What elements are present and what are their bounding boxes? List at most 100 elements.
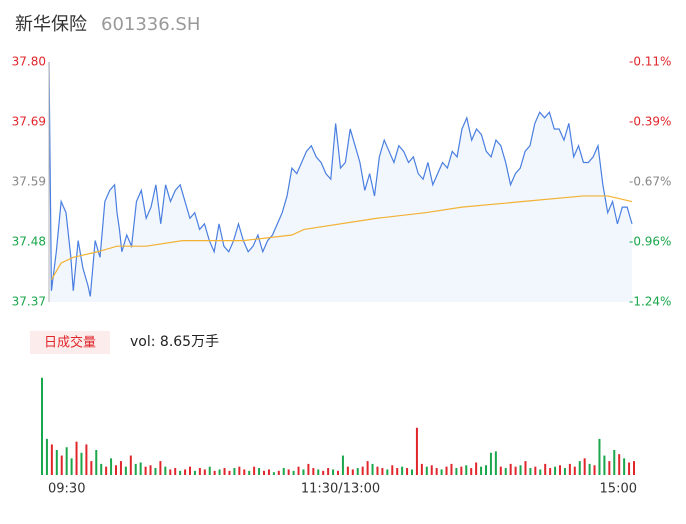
y2-tick-label: -0.67%: [629, 175, 671, 189]
volume-bar: [361, 466, 364, 475]
volume-bar: [327, 468, 330, 475]
volume-bar: [110, 458, 113, 475]
x-tick-label: 09:30: [48, 482, 85, 497]
volume-bar: [184, 469, 187, 475]
volume-bar: [174, 468, 177, 475]
stock-code: 601336.SH: [101, 14, 200, 35]
volume-bar: [139, 462, 142, 475]
volume-bar: [608, 461, 611, 475]
volume-bar: [376, 466, 379, 475]
volume-bar: [366, 461, 369, 475]
volume-bar: [258, 468, 261, 475]
volume-bar: [588, 463, 591, 475]
volume-bar: [519, 465, 522, 475]
volume-bar: [238, 466, 241, 475]
volume-bar: [598, 438, 601, 475]
volume-bar: [80, 452, 83, 475]
volume-bar: [465, 465, 468, 475]
volume-bar: [480, 466, 483, 475]
volume-bar: [613, 450, 616, 475]
volume-bar: [401, 466, 404, 475]
volume-bar: [578, 461, 581, 475]
average-line: [50, 195, 633, 280]
volume-bar: [455, 468, 458, 475]
volume-bar: [45, 438, 48, 475]
volume-bar: [485, 465, 487, 475]
volume-bar: [341, 455, 344, 475]
volume-bar: [164, 466, 167, 475]
volume-bar: [149, 465, 152, 475]
volume-bar: [55, 450, 58, 475]
volume-bar: [633, 461, 635, 475]
volume-bar: [287, 469, 290, 475]
volume-bar: [129, 455, 132, 475]
volume-bar: [105, 466, 108, 475]
volume-bar: [233, 468, 236, 475]
volume-bar: [386, 469, 389, 475]
volume-label: 日成交量: [44, 335, 96, 351]
volume-bar: [539, 469, 542, 475]
volume-bar: [75, 441, 78, 475]
volume-bar: [346, 466, 349, 475]
volume-bar: [554, 466, 557, 475]
stock-name: 新华保险: [15, 14, 87, 35]
volume-bar: [450, 463, 453, 475]
volume-bar: [460, 466, 463, 475]
volume-bar: [494, 451, 497, 475]
volume-bar: [95, 450, 98, 475]
volume-bar: [292, 470, 295, 475]
volume-bar: [420, 463, 423, 475]
volume-bar: [272, 472, 275, 475]
volume-bar: [603, 455, 606, 475]
volume-bar: [134, 463, 137, 475]
volume-bar: [391, 465, 394, 475]
volume-label-box: [30, 331, 110, 354]
volume-bar: [559, 465, 561, 475]
volume-bar: [440, 469, 443, 475]
volume-bar: [189, 466, 191, 475]
volume-bar: [509, 463, 512, 475]
volume-bar: [144, 466, 147, 475]
volume-bar: [628, 462, 631, 475]
volume-bar: [223, 468, 226, 475]
volume-bar: [430, 465, 433, 475]
volume-bar: [179, 470, 182, 475]
volume-bar: [381, 468, 384, 475]
y-tick-label: 37.48: [12, 235, 46, 249]
volume-bar: [406, 468, 409, 475]
volume-bar: [415, 427, 418, 475]
volume-bar: [248, 470, 251, 475]
volume-bar: [356, 468, 359, 475]
volume-bar: [411, 469, 413, 475]
volume-summary: vol: 8.65万手: [130, 334, 219, 350]
volume-bar: [337, 470, 339, 475]
volume-bar: [593, 465, 596, 475]
volume-bar: [119, 461, 122, 475]
volume-bar: [573, 466, 576, 475]
volume-bar: [228, 470, 231, 475]
price-area: [49, 62, 632, 302]
volume-bar: [583, 458, 586, 475]
volume-bar: [499, 466, 502, 475]
volume-bar: [317, 469, 320, 475]
volume-bar: [425, 466, 428, 475]
volume-bar: [70, 458, 73, 475]
volume-bar: [312, 468, 315, 475]
volume-bar: [282, 468, 285, 475]
volume-bar: [544, 463, 547, 475]
volume-bar: [514, 466, 517, 475]
volume-bar: [618, 454, 621, 475]
volume-bar: [100, 463, 103, 475]
volume-bar: [198, 468, 201, 475]
volume-bar: [332, 469, 335, 475]
volume-bar: [307, 463, 310, 475]
volume-bar: [85, 444, 88, 475]
volume-bar: [534, 466, 537, 475]
volume-bar: [159, 461, 162, 475]
price-line: [48, 61, 633, 297]
y-tick-label: 37.69: [12, 115, 46, 129]
volume-bar: [529, 468, 532, 475]
y-tick-label: 37.37: [12, 295, 46, 309]
volume-bar: [277, 470, 280, 475]
volume-bar: [489, 452, 492, 475]
